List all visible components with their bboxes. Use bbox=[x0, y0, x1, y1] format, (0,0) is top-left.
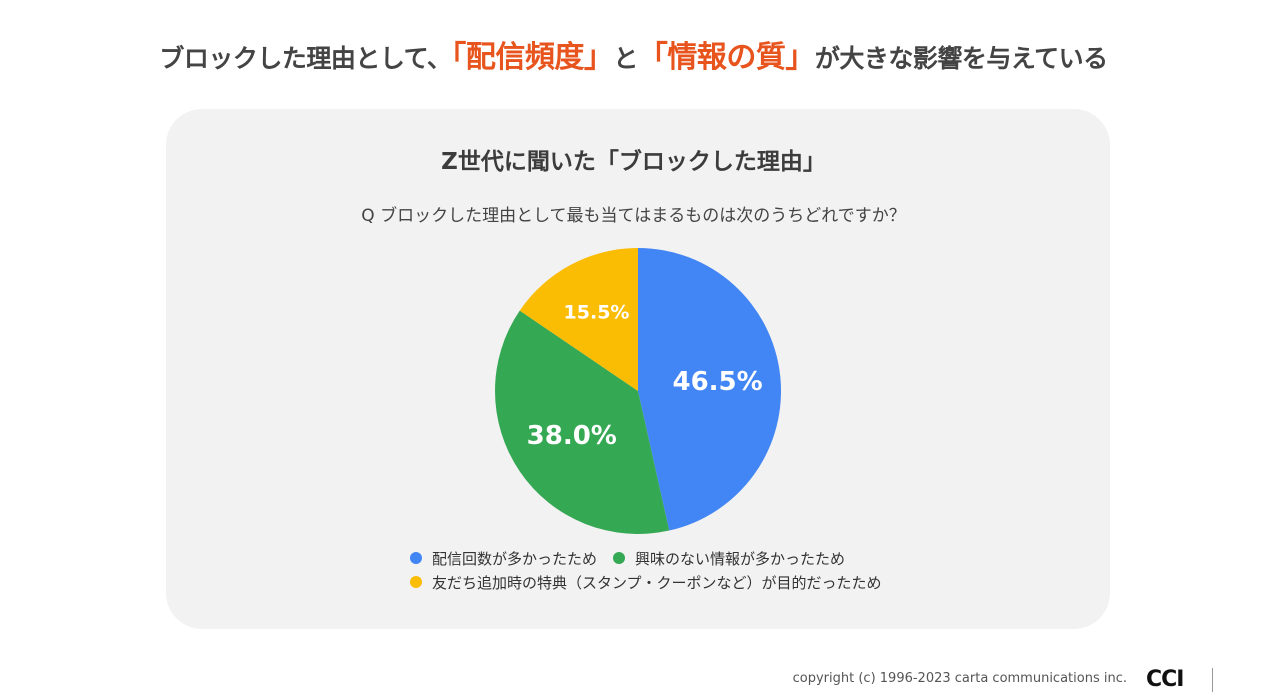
pie-value-label: 38.0% bbox=[527, 421, 617, 451]
copyright-text: copyright (c) 1996-2023 carta communicat… bbox=[792, 671, 1127, 686]
headline-pre: ブロックした理由として、 bbox=[159, 44, 452, 73]
legend-item-frequency: 配信回数が多かったため bbox=[410, 548, 597, 569]
legend-row-2: 友だち追加時の特典（スタンプ・クーポンなど）が目的だったため bbox=[410, 570, 898, 594]
chart-legend: 配信回数が多かったため 興味のない情報が多かったため 友だち追加時の特典（スタン… bbox=[410, 546, 898, 594]
legend-row-1: 配信回数が多かったため 興味のない情報が多かったため bbox=[410, 546, 898, 570]
headline-highlight-frequency: 「配信頻度」 bbox=[451, 40, 614, 75]
pie-value-label: 15.5% bbox=[564, 302, 630, 324]
legend-swatch-blue bbox=[410, 552, 422, 564]
footer-divider bbox=[1212, 668, 1213, 692]
headline-post: が大きな影響を与えている bbox=[814, 44, 1108, 73]
legend-swatch-green bbox=[613, 552, 626, 564]
pie-value-label: 46.5% bbox=[672, 367, 762, 397]
legend-item-bonus: 友だち追加時の特典（スタンプ・クーポンなど）が目的だったため bbox=[410, 572, 882, 593]
page-headline: ブロックした理由として、「配信頻度」と「情報の質」が大きな影響を与えている bbox=[0, 32, 1267, 76]
pie-slice-uninteresting bbox=[495, 310, 670, 534]
pie-slice-frequency bbox=[638, 248, 781, 531]
chart-question: Q ブロックした理由として最も当てはまるものは次のうちどれですか？ bbox=[361, 206, 906, 226]
headline-highlight-quality: 「情報の質」 bbox=[637, 40, 816, 75]
pie-slice-bonus bbox=[519, 248, 638, 391]
legend-swatch-yellow bbox=[410, 576, 422, 588]
company-logo: CCI bbox=[1146, 667, 1184, 692]
headline-mid: と bbox=[613, 44, 638, 73]
legend-label: 配信回数が多かったため bbox=[432, 549, 598, 568]
legend-label: 友だち追加時の特典（スタンプ・クーポンなど）が目的だったため bbox=[432, 573, 882, 592]
chart-title: Z世代に聞いた「ブロックした理由」 bbox=[441, 149, 826, 175]
legend-item-uninteresting: 興味のない情報が多かったため bbox=[613, 548, 845, 569]
legend-label: 興味のない情報が多かったため bbox=[635, 549, 846, 568]
